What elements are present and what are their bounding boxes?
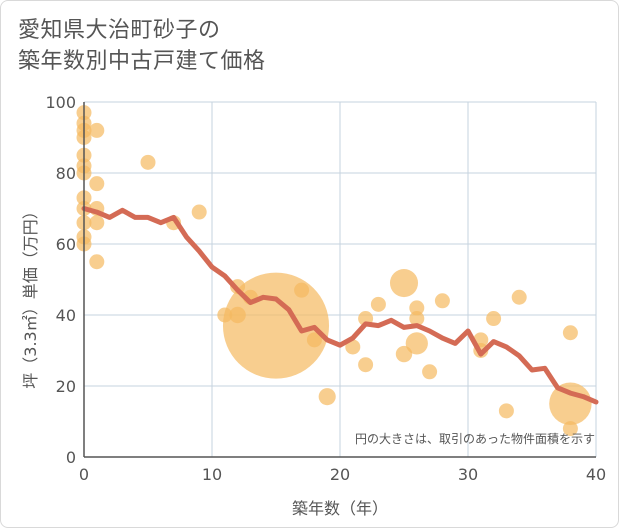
y-tick-label: 40 <box>56 306 76 325</box>
x-tick-label: 0 <box>79 465 89 484</box>
bubble-point <box>140 154 156 170</box>
x-tick-label: 20 <box>330 465 350 484</box>
bubble-point <box>549 382 592 425</box>
chart-title-line-2: 築年数別中古戸建て価格 <box>18 49 266 74</box>
grid-lines <box>84 101 597 457</box>
y-tick-label: 0 <box>66 448 76 467</box>
y-tick-labels: 0 20 40 60 80 100 <box>45 93 76 467</box>
bubble-point <box>358 357 374 373</box>
bubble-point <box>405 332 428 355</box>
y-tick-label: 60 <box>56 235 76 254</box>
x-axis-label: 築年数（年） <box>292 499 388 518</box>
bubble-size-note: 円の大きさは、取引のあった物件面積を示す <box>355 431 595 446</box>
bubble-point <box>345 339 361 355</box>
bubble-point <box>89 215 105 231</box>
y-axis-label: 坪（3.3㎡）単価（万円） <box>21 203 40 388</box>
trend-line <box>81 206 599 405</box>
y-tick-label: 100 <box>45 93 76 112</box>
bubble-point <box>89 254 105 270</box>
bubble-point <box>389 269 419 298</box>
bubble-point <box>409 300 425 316</box>
x-tick-label: 10 <box>202 465 222 484</box>
bubble-point <box>422 364 438 380</box>
bubble-point <box>306 332 322 348</box>
y-tick-label: 80 <box>56 164 76 183</box>
y-tick-label: 20 <box>56 377 76 396</box>
bubble-point <box>562 325 578 341</box>
chart-title-line-1: 愛知県大治町砂子の <box>18 18 221 43</box>
x-tick-label: 40 <box>586 465 606 484</box>
bubble-point <box>562 421 578 437</box>
x-tick-labels: 0 10 20 30 40 <box>79 465 606 484</box>
bubble-point <box>294 282 310 298</box>
bubble-point <box>89 176 105 192</box>
bubble-point <box>434 293 450 309</box>
bubble-point <box>89 122 105 138</box>
bubble-point <box>318 388 336 406</box>
chart-title: 愛知県大治町砂子の 築年数別中古戸建て価格 <box>18 15 266 77</box>
bubble-point <box>191 204 207 220</box>
bubble-point <box>498 403 514 419</box>
bubble-point <box>409 311 425 327</box>
x-tick-label: 30 <box>458 465 478 484</box>
bubble-point <box>370 296 386 312</box>
bubble-point <box>486 311 502 327</box>
bubble-point <box>511 289 527 305</box>
axes <box>83 102 596 458</box>
